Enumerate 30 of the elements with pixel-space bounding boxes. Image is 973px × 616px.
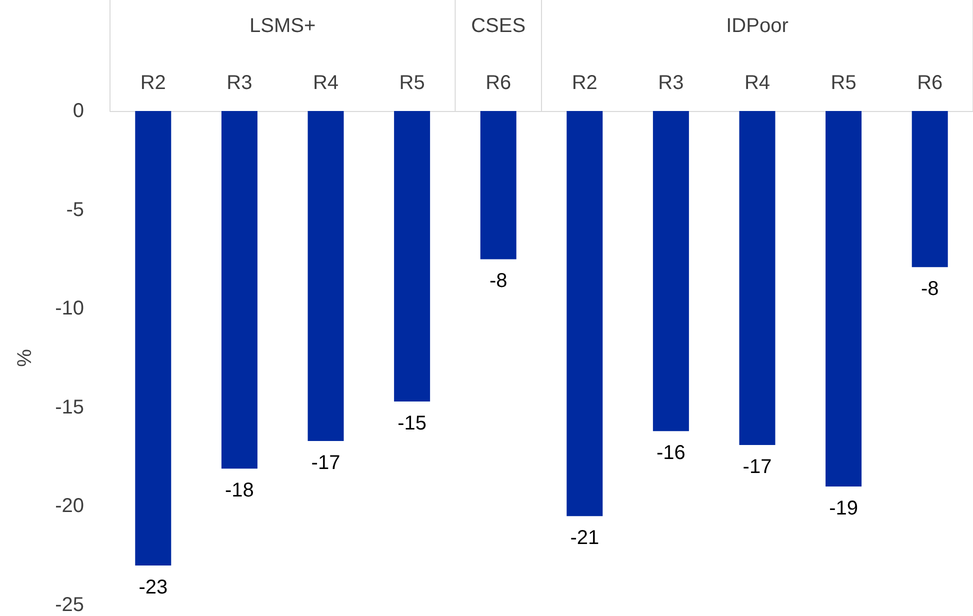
data-label: -15 bbox=[398, 412, 427, 434]
data-label: -8 bbox=[489, 270, 508, 292]
x-tick-label: R3 bbox=[226, 72, 252, 94]
data-label: -17 bbox=[742, 456, 772, 478]
y-tick-label: -25 bbox=[55, 594, 84, 616]
x-tick-label: R6 bbox=[917, 72, 943, 94]
y-tick-label: -15 bbox=[55, 396, 84, 418]
x-tick-label: R6 bbox=[486, 72, 512, 94]
y-tick-label: -10 bbox=[55, 298, 84, 320]
x-tick-label: R5 bbox=[399, 72, 425, 94]
y-tick-label: -20 bbox=[55, 495, 84, 518]
x-tick-label: R5 bbox=[830, 72, 856, 94]
data-label: -23 bbox=[138, 576, 168, 598]
text: CSES bbox=[471, 15, 526, 37]
y-axis-title: % bbox=[14, 348, 36, 367]
x-tick-label: R2 bbox=[572, 72, 598, 94]
data-label: -16 bbox=[656, 442, 686, 464]
data-label: -8 bbox=[920, 278, 939, 300]
data-label: -17 bbox=[311, 452, 340, 474]
x-tick-label: R3 bbox=[658, 72, 684, 94]
text: LSMS+ bbox=[250, 15, 316, 37]
x-tick-label: R2 bbox=[140, 72, 166, 94]
y-tick-label: 0 bbox=[72, 100, 84, 122]
data-label: -18 bbox=[224, 480, 254, 502]
x-tick-label: R4 bbox=[744, 72, 770, 94]
data-label: -19 bbox=[829, 497, 858, 520]
data-label: -21 bbox=[570, 527, 600, 550]
x-tick-label: R4 bbox=[312, 72, 339, 94]
y-tick-label: -5 bbox=[66, 198, 84, 221]
text: IDPoor bbox=[726, 15, 789, 37]
